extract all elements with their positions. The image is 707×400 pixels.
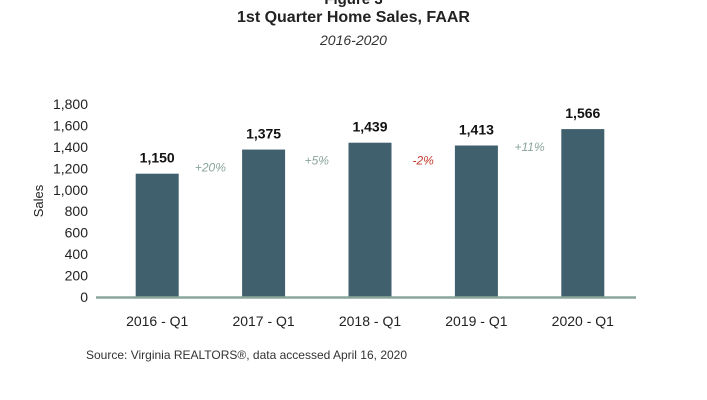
bar [135, 173, 179, 297]
chart-title: 1st Quarter Home Sales, FAAR [237, 9, 470, 26]
bar-value-label: 1,150 [140, 150, 175, 166]
x-tick-label: 2019 - Q1 [445, 313, 507, 329]
percent-change-label: +20% [195, 161, 226, 175]
y-tick-label: 1,800 [53, 96, 88, 112]
figure-label: Figure 3 [0, 0, 707, 8]
y-axis-title: Sales [31, 184, 46, 217]
y-tick-label: 800 [65, 203, 89, 219]
y-tick-label: 1,600 [53, 117, 88, 133]
percent-change-label: +11% [515, 140, 545, 154]
source-note: Source: Virginia REALTORS®, data accesse… [86, 348, 408, 362]
y-tick-label: 600 [65, 225, 89, 241]
y-tick-label: 1,400 [53, 139, 88, 155]
chart-subtitle: 2016-2020 [320, 32, 387, 48]
x-tick-label: 2018 - Q1 [339, 313, 401, 329]
percent-change-label: +5% [305, 154, 330, 168]
bar-value-label: 1,375 [246, 126, 281, 142]
y-tick-label: 1,200 [53, 160, 88, 176]
y-tick-label: 0 [80, 289, 88, 305]
bar-value-label: 1,439 [352, 119, 387, 135]
y-tick-label: 1,000 [53, 182, 88, 198]
bar [561, 129, 605, 297]
bar [242, 149, 286, 297]
bar-value-label: 1,413 [459, 121, 494, 137]
x-tick-label: 2016 - Q1 [126, 313, 188, 329]
percent-change-label: -2% [413, 154, 435, 168]
x-tick-label: 2020 - Q1 [552, 313, 614, 329]
y-tick-label: 400 [65, 246, 89, 262]
x-tick-label: 2017 - Q1 [232, 313, 294, 329]
bar-value-label: 1,566 [565, 105, 600, 121]
bar [454, 145, 498, 297]
bar [348, 142, 392, 297]
y-tick-label: 200 [65, 268, 89, 284]
